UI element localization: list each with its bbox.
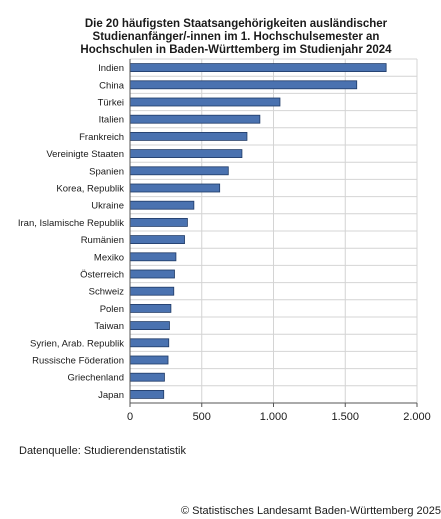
bar-mexiko	[129, 252, 177, 262]
x-tick-label: 1.000	[260, 411, 288, 423]
bar-griechenland	[129, 372, 165, 382]
category-label: Frankreich	[79, 132, 124, 143]
copyright-notice: © Statistisches Landesamt Baden-Württemb…	[180, 505, 441, 517]
category-label: Korea, Republik	[56, 184, 124, 195]
axis-layer	[129, 59, 418, 407]
label-layer: Indien China Türkei Italien Frankreich Verein…	[18, 63, 431, 423]
bar-korea-republik	[129, 183, 221, 193]
bar-polen	[129, 303, 172, 313]
category-label: Schweiz	[89, 287, 125, 298]
category-label: Indien	[98, 63, 124, 74]
bar-türkei	[129, 97, 281, 107]
bar-ukraine	[129, 200, 195, 210]
bar-vereinigte-staaten	[129, 149, 243, 159]
bar-indien	[129, 63, 387, 72]
category-label: Japan	[98, 390, 124, 401]
x-tick-label: 500	[193, 411, 211, 423]
bar-taiwan	[129, 321, 170, 331]
category-label: Österreich	[80, 270, 124, 281]
category-label: Syrien, Arab. Republik	[30, 338, 124, 349]
x-tick-label: 2.000	[403, 411, 431, 423]
category-label: Russische Föderation	[32, 356, 124, 367]
category-label: Spanien	[89, 166, 124, 177]
chart-title: Die 20 häufigsten Staatsangehörigkeiten …	[0, 18, 441, 57]
category-label: China	[99, 80, 125, 91]
category-label: Polen	[100, 304, 124, 315]
bar-österreich	[129, 269, 175, 279]
category-label: Vereinigte Staaten	[46, 149, 124, 160]
bar-spanien	[129, 166, 229, 176]
bar-layer	[129, 63, 387, 399]
bar-china	[129, 80, 358, 90]
category-label: Rumänien	[81, 235, 124, 246]
category-label: Griechenland	[67, 373, 124, 384]
category-label: Italien	[99, 115, 124, 126]
bar-schweiz	[129, 286, 175, 296]
category-label: Taiwan	[94, 321, 124, 332]
chart-title-line-3: Hochschulen in Baden-Württemberg im Stud…	[80, 44, 392, 56]
source-note: Datenquelle: Studierendenstatistik	[19, 445, 186, 457]
x-tick-label: 1.500	[331, 411, 359, 423]
bar-italien	[129, 114, 261, 124]
grid-layer	[129, 58, 418, 404]
category-label: Türkei	[98, 98, 124, 109]
bar-rumänien	[129, 235, 185, 245]
chart-title-line-2: Studienanfänger/-innen im 1. Hochschulse…	[92, 31, 380, 43]
bar-japan	[129, 389, 165, 399]
category-label: Ukraine	[91, 201, 124, 212]
category-label: Iran, Islamische Republik	[18, 218, 124, 229]
chart-title-line-1: Die 20 häufigsten Staatsangehörigkeiten …	[84, 18, 388, 30]
bar-iran-islamische-republik	[129, 217, 188, 227]
bar-russische-föderation	[129, 355, 169, 365]
x-tick-label: 0	[127, 411, 133, 423]
category-label: Mexiko	[94, 252, 124, 263]
bar-syrien-arab-republik	[129, 338, 170, 348]
bar-frankreich	[129, 131, 248, 141]
